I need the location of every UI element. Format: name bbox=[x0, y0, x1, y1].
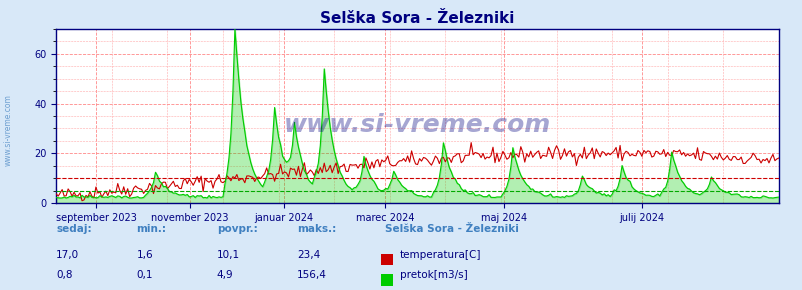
Text: 156,4: 156,4 bbox=[297, 270, 326, 280]
Text: www.si-vreme.com: www.si-vreme.com bbox=[284, 113, 550, 137]
Text: 10,1: 10,1 bbox=[217, 250, 240, 260]
Text: 0,8: 0,8 bbox=[56, 270, 73, 280]
Text: temperatura[C]: temperatura[C] bbox=[399, 250, 480, 260]
Text: sedaj:: sedaj: bbox=[56, 224, 91, 234]
Title: Selška Sora - Železniki: Selška Sora - Železniki bbox=[320, 11, 514, 26]
Text: min.:: min.: bbox=[136, 224, 166, 234]
Text: 23,4: 23,4 bbox=[297, 250, 320, 260]
Text: 17,0: 17,0 bbox=[56, 250, 79, 260]
Text: 4,9: 4,9 bbox=[217, 270, 233, 280]
Text: 1,6: 1,6 bbox=[136, 250, 153, 260]
Text: 0,1: 0,1 bbox=[136, 270, 153, 280]
Text: maks.:: maks.: bbox=[297, 224, 336, 234]
Text: www.si-vreme.com: www.si-vreme.com bbox=[4, 95, 13, 166]
Text: pretok[m3/s]: pretok[m3/s] bbox=[399, 270, 467, 280]
Text: Selška Sora - Železniki: Selška Sora - Železniki bbox=[385, 224, 519, 234]
Text: povpr.:: povpr.: bbox=[217, 224, 257, 234]
